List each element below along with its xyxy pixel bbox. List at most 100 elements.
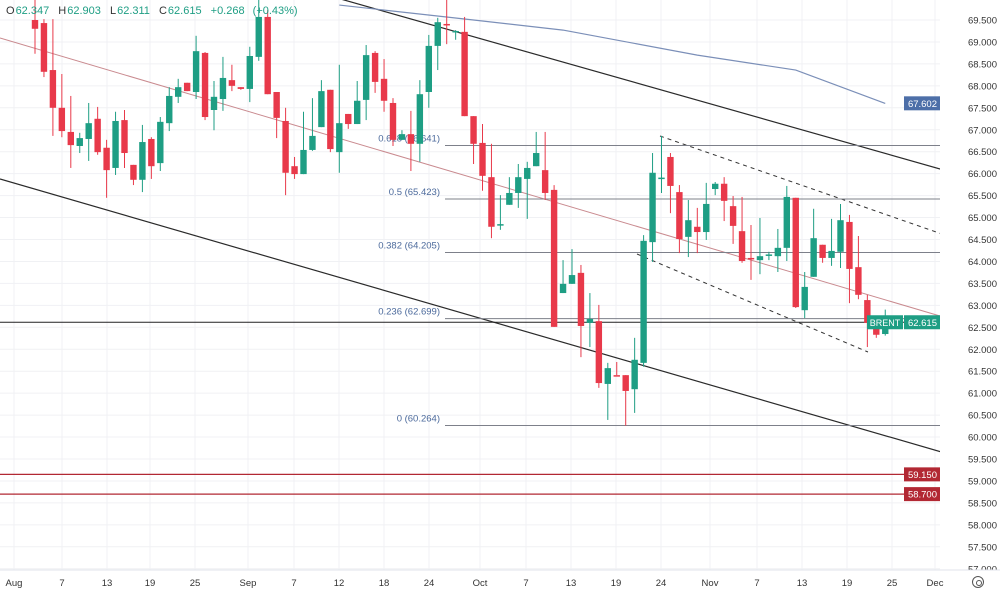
time-axis-tick-label: 7	[523, 578, 528, 589]
candle	[488, 143, 495, 239]
price-axis-tick-label: 66.000	[968, 169, 997, 180]
candle-body	[506, 192, 513, 205]
candle	[622, 375, 629, 426]
dashed-channel-lower	[636, 253, 869, 353]
candle	[139, 124, 146, 193]
time-axis-tick-label: 19	[145, 578, 156, 589]
candle-body	[246, 55, 253, 89]
candle	[568, 249, 576, 284]
settings-gear-icon[interactable]	[972, 576, 984, 588]
price-axis-tick-label: 64.000	[968, 257, 997, 268]
price-axis-tick-label: 64.500	[968, 235, 997, 246]
candle	[58, 73, 66, 138]
price-axis-tick-label: 58.000	[968, 520, 997, 531]
candle-body	[810, 238, 817, 277]
candle	[586, 293, 594, 348]
candle-body	[720, 183, 728, 201]
candle-body	[31, 20, 39, 29]
candle	[729, 196, 737, 244]
channel-midline	[0, 37, 941, 317]
candle	[398, 130, 406, 140]
candle	[533, 131, 540, 167]
candle	[604, 362, 611, 420]
candle	[828, 218, 835, 266]
symbol-tag-background	[867, 315, 903, 330]
candle-body	[631, 359, 638, 390]
candle	[273, 91, 280, 139]
candle	[49, 19, 57, 136]
candle-body	[434, 22, 441, 46]
candle-body	[550, 189, 558, 327]
candle	[819, 244, 826, 263]
candle-body	[712, 183, 719, 190]
time-axis-tick-label: 25	[190, 578, 201, 589]
time-axis-tick-label: 7	[291, 578, 296, 589]
fib-level-label: 0.5 (65.423)	[389, 187, 440, 198]
price-axis-tick-label: 60.500	[968, 411, 997, 422]
candle-body	[649, 172, 656, 243]
channel-lower-line	[0, 178, 1000, 470]
candle	[255, 0, 262, 61]
moving-average-price-tag-background	[904, 96, 940, 111]
candle-body	[282, 120, 289, 173]
price-axis-tick-label: 61.500	[968, 367, 997, 378]
fib-level-label: 0.382 (64.205)	[378, 240, 440, 251]
candle	[336, 64, 343, 173]
candle-body	[362, 55, 370, 100]
time-axis-tick-label: Oct	[473, 578, 488, 589]
candle	[443, 0, 450, 45]
candle	[282, 107, 289, 196]
price-axis-tick-label: 69.500	[968, 16, 997, 27]
candle-body	[345, 113, 352, 125]
candle-body	[425, 45, 432, 92]
candle-body	[130, 164, 137, 180]
open-label: O	[6, 5, 15, 17]
price-axis	[940, 0, 1000, 570]
time-axis-tick-label: 13	[102, 578, 113, 589]
price-axis-tick-label: 67.000	[968, 125, 997, 136]
change-value: +0.268	[210, 5, 245, 17]
candle	[479, 124, 486, 191]
candle-body	[49, 70, 57, 108]
candle-body	[729, 206, 737, 226]
candle-body	[273, 91, 280, 118]
candle	[121, 109, 128, 168]
candle	[76, 132, 83, 154]
candle-body	[837, 220, 844, 252]
candle	[667, 153, 674, 214]
candle	[416, 80, 424, 162]
candle-body	[452, 30, 459, 33]
candle-body	[694, 226, 701, 233]
candle-body	[40, 23, 48, 72]
candle	[694, 207, 701, 254]
candle	[577, 264, 585, 358]
candle-body	[533, 153, 540, 167]
price-axis-tick-label: 57.500	[968, 542, 997, 553]
candle	[327, 89, 334, 153]
candle	[371, 51, 379, 93]
candle	[676, 185, 683, 254]
candle	[318, 80, 325, 128]
candle-body	[855, 267, 862, 295]
candle	[541, 131, 549, 200]
candle	[685, 199, 692, 258]
candle	[506, 177, 513, 205]
last-price-tag-background	[904, 315, 940, 330]
time-axis-tick-label: Dec	[927, 578, 944, 589]
candle	[264, 9, 271, 95]
close-value: 62.615	[167, 5, 202, 17]
candle	[246, 46, 253, 103]
time-axis-tick-label: 7	[754, 578, 759, 589]
candle-body	[192, 51, 200, 92]
candle	[747, 225, 755, 280]
ohlc-legend: O62.347 H62.903 L62.311 C62.615 +0.268 (…	[6, 5, 299, 17]
candle-body	[703, 203, 710, 233]
candle-body	[228, 80, 236, 86]
candle-body	[738, 231, 746, 262]
candle-body	[640, 240, 647, 363]
channel-upper-line	[341, 0, 1000, 187]
candle-body	[479, 142, 486, 176]
candle-body	[76, 138, 83, 146]
candle	[756, 217, 764, 275]
